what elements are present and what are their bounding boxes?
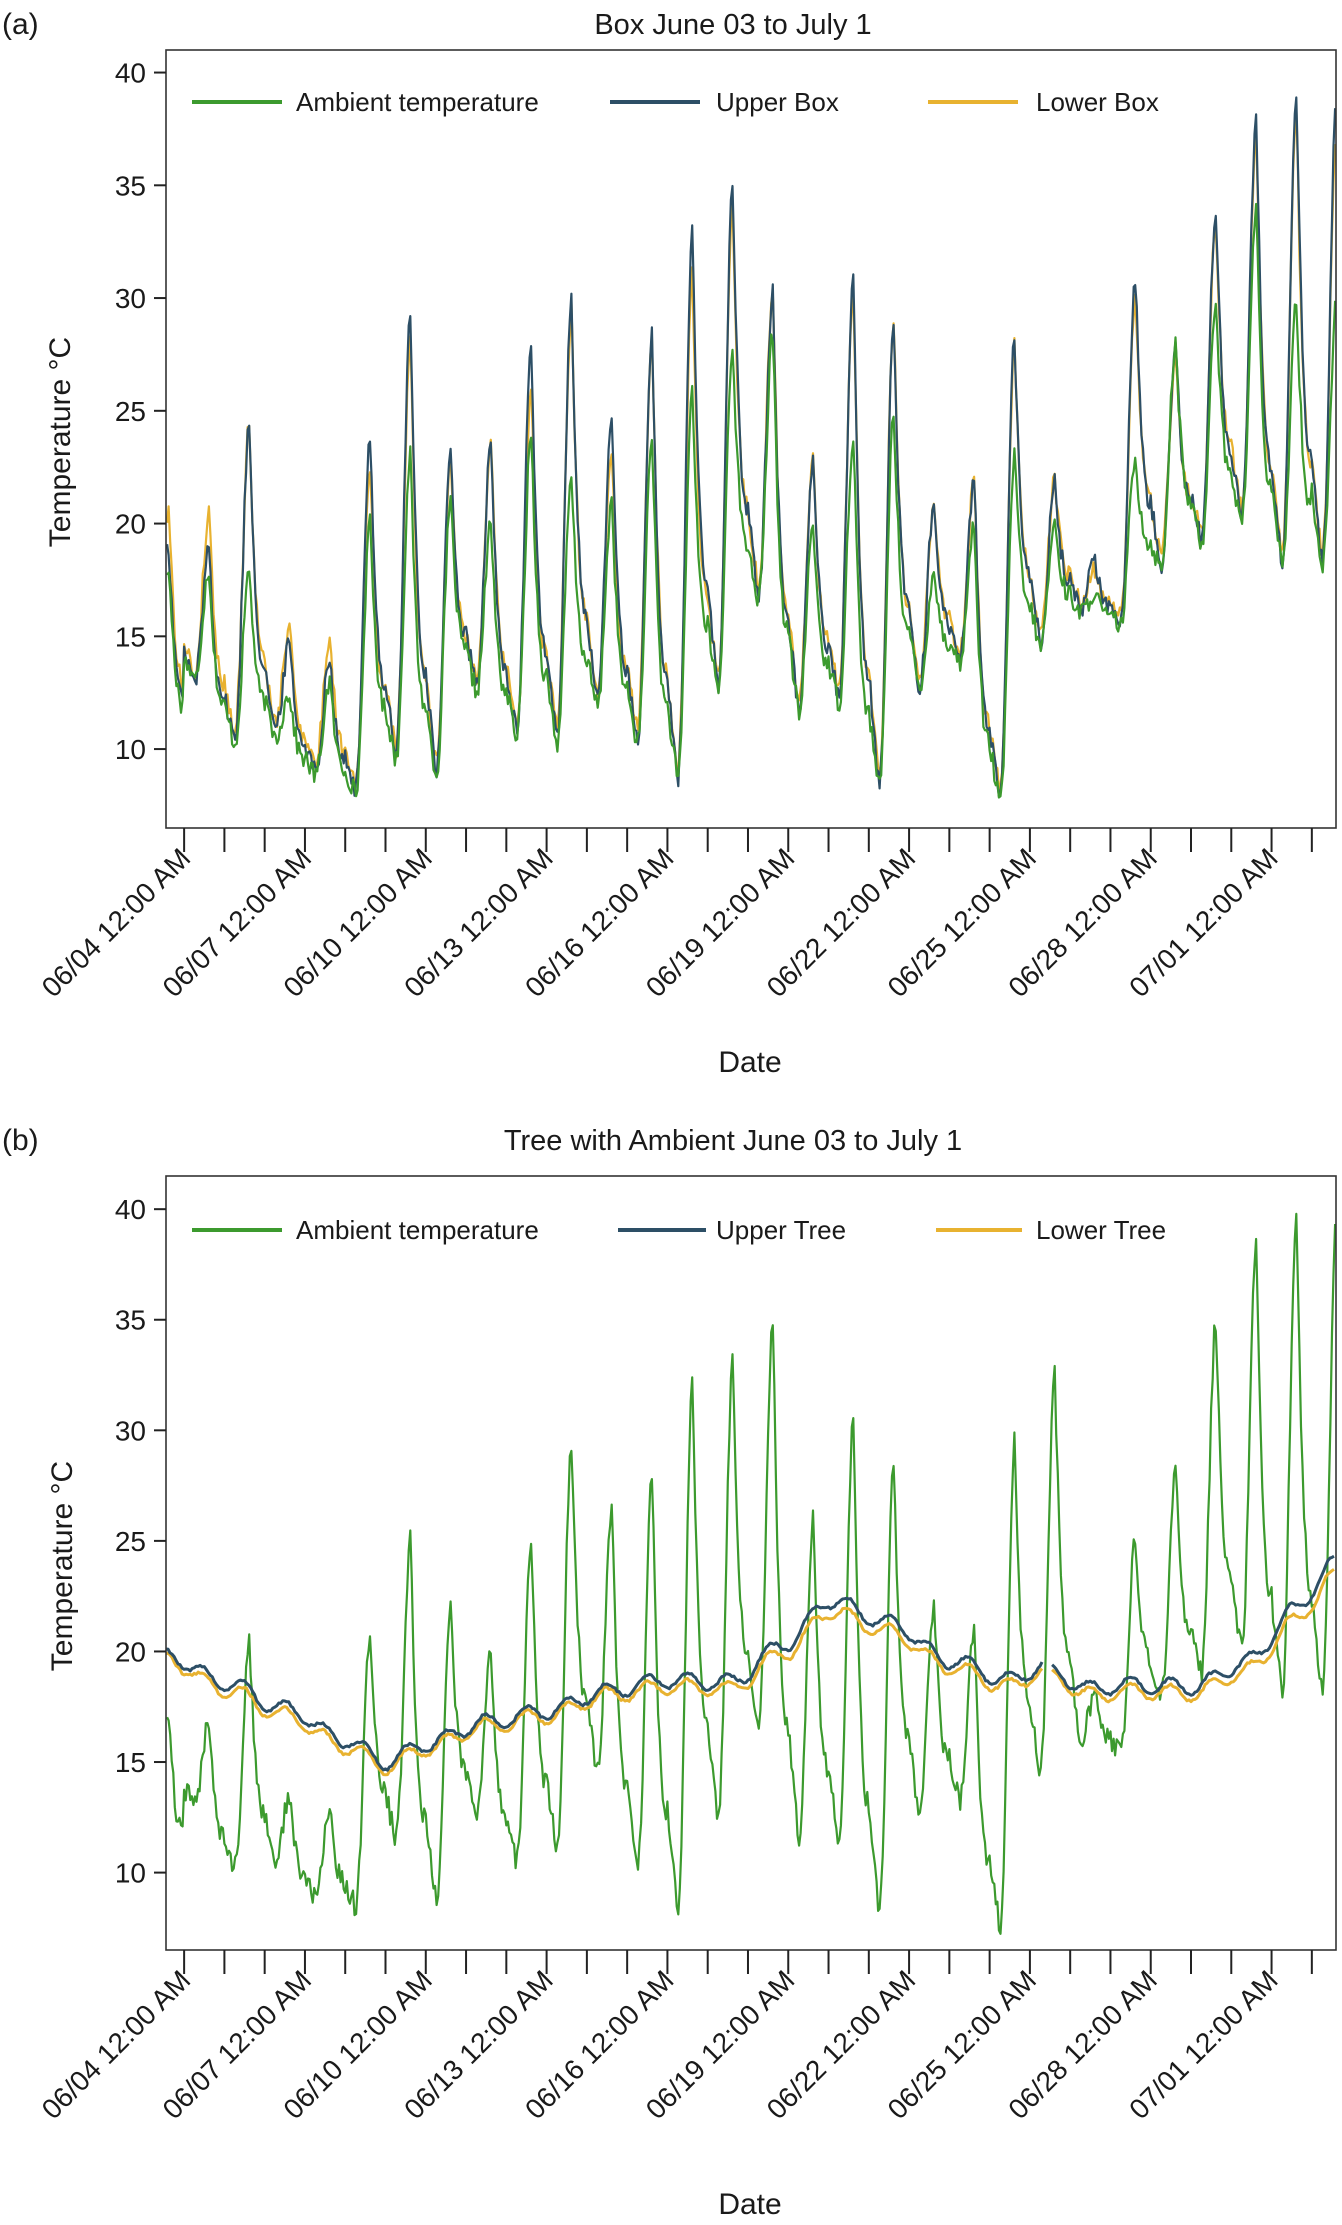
panel-b-label: (b) <box>2 1124 39 1157</box>
y-tick-label: 30 <box>115 283 146 314</box>
panel-a-plot-frame <box>165 49 1337 829</box>
panel-b: (b) Tree with Ambient June 03 to July 1 … <box>2 1124 1337 2221</box>
y-tick-label: 10 <box>115 734 146 765</box>
panel-a-legend: Ambient temperature Upper Box Lower Box <box>192 87 1159 117</box>
y-tick-label: 10 <box>115 1858 146 1889</box>
panel-a-y-ticks: 10 15 20 25 30 35 40 <box>115 58 166 765</box>
y-tick-label: 35 <box>115 1305 146 1336</box>
series-line-ambient <box>166 1212 1337 1935</box>
y-tick-label: 15 <box>115 621 146 652</box>
panel-a-x-axis-label: Date <box>718 1046 781 1079</box>
panel-b-y-ticks: 10 15 20 25 30 35 40 <box>115 1194 166 1889</box>
series-line-upper <box>166 96 1337 798</box>
panel-a-y-axis-label: Temperature °C <box>44 337 77 547</box>
series-line-ambient <box>166 202 1337 799</box>
panel-b-legend-lower: Lower Tree <box>1036 1215 1166 1245</box>
panel-a-legend-lower: Lower Box <box>1036 87 1159 117</box>
panel-a-label: (a) <box>2 8 39 41</box>
y-tick-label: 30 <box>115 1415 146 1446</box>
y-tick-label: 40 <box>115 58 146 89</box>
y-tick-label: 20 <box>115 509 146 540</box>
panel-a-series-group <box>166 96 1337 799</box>
series-line-lower <box>166 107 1337 795</box>
panel-a-legend-upper: Upper Box <box>716 87 839 117</box>
panel-a: (a) Box June 03 to July 1 Temperature °C… <box>2 8 1337 1079</box>
panel-b-legend: Ambient temperature Upper Tree Lower Tre… <box>192 1215 1166 1245</box>
y-tick-label: 15 <box>115 1747 146 1778</box>
panel-b-series-group <box>165 1212 1337 1935</box>
y-tick-label: 20 <box>115 1636 146 1667</box>
y-tick-label: 40 <box>115 1194 146 1225</box>
panel-b-legend-ambient: Ambient temperature <box>296 1215 539 1245</box>
y-tick-label: 35 <box>115 170 146 201</box>
panel-b-plot-frame <box>165 1175 1337 1951</box>
panel-b-title: Tree with Ambient June 03 to July 1 <box>504 1125 962 1157</box>
panel-a-legend-ambient: Ambient temperature <box>296 87 539 117</box>
panel-b-x-axis-label: Date <box>718 2188 781 2221</box>
series-line-upper <box>166 1554 1335 1772</box>
y-tick-label: 25 <box>115 1526 146 1557</box>
series-line-lower <box>165 1568 1335 1777</box>
panel-b-legend-upper: Upper Tree <box>716 1215 846 1245</box>
panel-b-y-axis-label: Temperature °C <box>46 1461 79 1671</box>
panel-a-title: Box June 03 to July 1 <box>594 9 871 41</box>
y-tick-label: 25 <box>115 396 146 427</box>
